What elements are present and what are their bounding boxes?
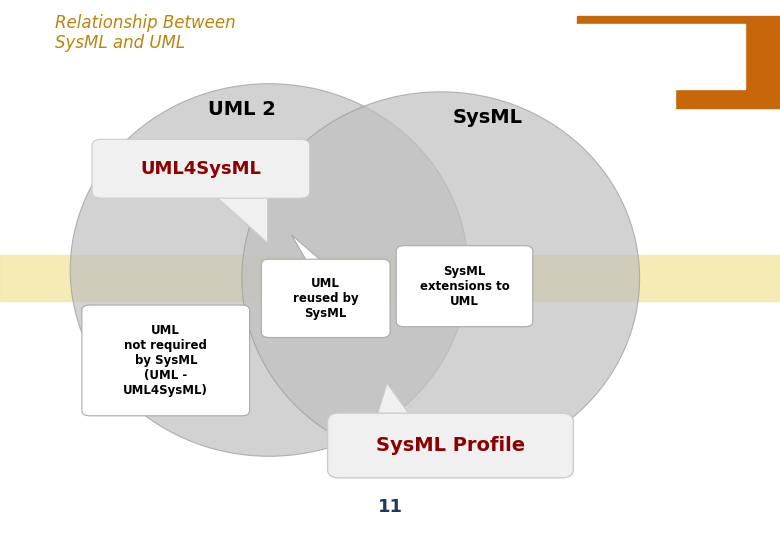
Ellipse shape — [70, 84, 468, 456]
FancyBboxPatch shape — [261, 259, 390, 338]
Text: UML
reused by
SysML: UML reused by SysML — [292, 277, 359, 320]
Text: SysML: SysML — [452, 108, 523, 127]
Text: SysML
extensions to
UML: SysML extensions to UML — [420, 265, 509, 308]
Polygon shape — [211, 192, 268, 243]
Polygon shape — [292, 235, 326, 265]
FancyBboxPatch shape — [92, 139, 310, 198]
Text: 11: 11 — [378, 498, 402, 516]
FancyBboxPatch shape — [82, 305, 250, 416]
Text: SysML Profile: SysML Profile — [376, 436, 525, 455]
Text: Relationship Between
SysML and UML: Relationship Between SysML and UML — [55, 14, 236, 52]
FancyBboxPatch shape — [396, 246, 533, 327]
Bar — [577, 24, 675, 108]
Bar — [675, 24, 745, 89]
Text: UML4SysML: UML4SysML — [140, 160, 261, 178]
FancyBboxPatch shape — [328, 413, 573, 478]
Text: UML
not required
by SysML
(UML -
UML4SysML): UML not required by SysML (UML - UML4Sys… — [123, 324, 208, 397]
Bar — [577, 16, 780, 24]
Ellipse shape — [242, 92, 640, 464]
Polygon shape — [375, 383, 414, 421]
Bar — [675, 24, 780, 108]
Bar — [0, 255, 780, 301]
Text: UML 2: UML 2 — [207, 100, 276, 119]
